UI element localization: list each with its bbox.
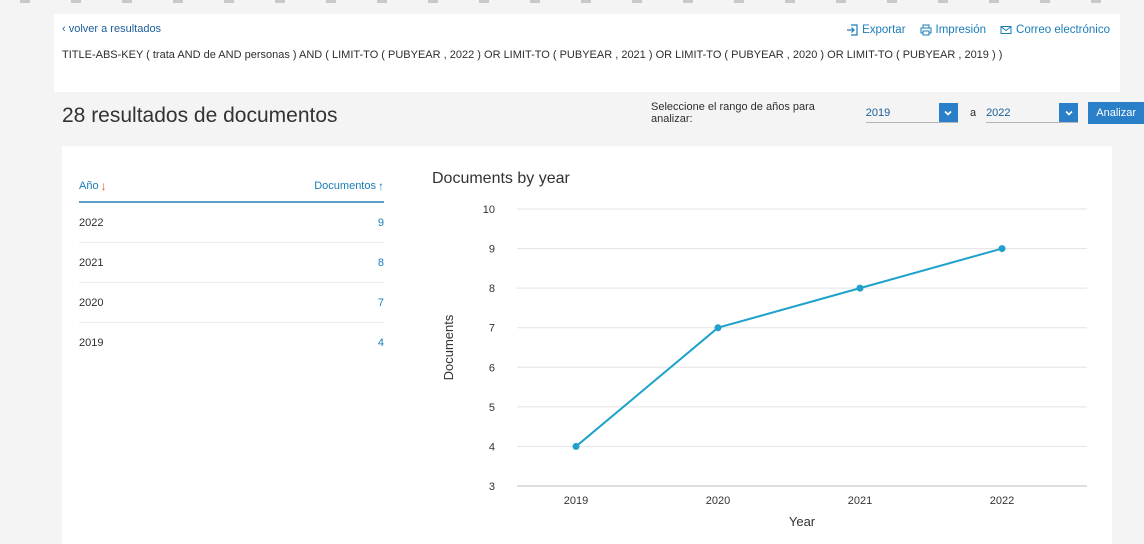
strip-fragment — [1040, 0, 1050, 3]
export-label: Exportar — [862, 24, 906, 36]
from-year-select[interactable]: 2019 — [865, 103, 958, 123]
documents-header-label: Documentos — [314, 179, 376, 192]
search-query-text: TITLE-ABS-KEY ( trata AND de AND persona… — [62, 49, 1003, 61]
back-to-results-link[interactable]: ‹ volver a resultados — [62, 23, 161, 35]
x-tick-label: 2021 — [848, 495, 872, 507]
toolbar-actions: Exportar Impresión Correo electrónico — [846, 24, 1110, 36]
top-strip — [0, 0, 1144, 4]
to-year-value: 2022 — [986, 106, 1011, 119]
email-button[interactable]: Correo electrónico — [1000, 24, 1110, 36]
sort-by-year-header[interactable]: Año ↓ — [79, 179, 107, 193]
table-row: 2021 8 — [79, 243, 384, 283]
count-link[interactable]: 8 — [377, 256, 384, 269]
print-button[interactable]: Impresión — [920, 24, 987, 36]
strip-fragment — [836, 0, 846, 3]
strip-fragment — [938, 0, 948, 3]
export-button[interactable]: Exportar — [846, 24, 906, 36]
strip-fragment — [683, 0, 693, 3]
chevron-down-icon — [938, 103, 958, 122]
count-link[interactable]: 4 — [377, 337, 384, 349]
strip-fragment — [326, 0, 336, 3]
y-tick-label: 6 — [489, 362, 495, 374]
count-link[interactable]: 7 — [377, 296, 384, 309]
y-tick-label: 8 — [489, 283, 495, 295]
y-tick-label: 10 — [483, 204, 495, 216]
strip-fragment — [173, 0, 183, 3]
email-label: Correo electrónico — [1016, 24, 1110, 36]
data-point — [856, 284, 864, 292]
x-tick-label: 2020 — [706, 495, 730, 507]
back-label: volver a resultados — [68, 23, 162, 35]
strip-fragment — [224, 0, 234, 3]
strip-fragment — [887, 0, 897, 3]
strip-fragment — [530, 0, 540, 3]
arrow-down-icon: ↓ — [100, 178, 107, 193]
strip-fragment — [428, 0, 438, 3]
table-row: 2022 9 — [79, 203, 384, 243]
from-year-value: 2019 — [865, 106, 891, 119]
printer-icon — [920, 24, 932, 36]
strip-fragment — [632, 0, 642, 3]
documents-by-year-table: Año ↓ Documentos ↑ 2022 9 2021 8 2020 7 20… — [79, 170, 384, 363]
data-point — [714, 324, 722, 332]
analyze-button[interactable]: Analizar — [1088, 102, 1144, 124]
sort-by-documents-header[interactable]: Documentos ↑ — [314, 179, 384, 193]
strip-fragment — [734, 0, 744, 3]
chevron-left-icon: ‹ — [62, 23, 69, 35]
y-tick-label: 5 — [489, 402, 495, 414]
table-row: 2020 7 — [79, 283, 384, 323]
strip-fragment — [479, 0, 489, 3]
y-tick-label: 9 — [489, 244, 495, 256]
documents-by-year-chart: 3 4 5 6 7 8 9 10 2019 2020 2021 2022 Year Documents — [441, 204, 1087, 529]
query-panel: ‹ volver a resultados Exportar Impresión… — [54, 14, 1120, 92]
envelope-icon — [1000, 26, 1012, 34]
y-tick-label: 7 — [489, 323, 495, 335]
year-cell: 2020 — [79, 296, 104, 309]
table-row: 2019 4 — [79, 323, 384, 363]
x-axis-title: Year — [789, 514, 816, 529]
print-label: Impresión — [935, 24, 987, 36]
count-link[interactable]: 9 — [377, 216, 384, 229]
strip-fragment — [275, 0, 285, 3]
year-range-selector: Seleccione el rango de años para analiza… — [651, 100, 1144, 126]
strip-fragment — [1091, 0, 1101, 3]
arrow-up-icon: ↑ — [378, 178, 384, 193]
data-point — [998, 245, 1006, 253]
strip-fragment — [377, 0, 387, 3]
year-cell: 2022 — [79, 216, 104, 229]
to-year-select[interactable]: 2022 — [986, 103, 1079, 123]
y-tick-label: 4 — [489, 441, 495, 453]
strip-fragment — [785, 0, 795, 3]
strip-fragment — [71, 0, 81, 3]
x-tick-label: 2019 — [564, 495, 588, 507]
table-header: Año ↓ Documentos ↑ — [79, 170, 384, 203]
year-cell: 2019 — [79, 337, 104, 349]
series-line — [575, 247, 1003, 448]
year-cell: 2021 — [79, 256, 104, 269]
y-axis-title: Documents — [441, 314, 456, 380]
data-point — [572, 442, 580, 450]
results-count-title: 28 resultados de documentos — [62, 104, 338, 127]
range-to-label: a — [969, 107, 977, 119]
analysis-card: Año ↓ Documentos ↑ 2022 9 2021 8 2020 7 20… — [62, 146, 1112, 544]
strip-fragment — [581, 0, 591, 3]
strip-fragment — [122, 0, 132, 3]
strip-fragment — [20, 0, 30, 3]
year-header-label: Año — [79, 179, 99, 192]
export-icon — [847, 24, 858, 36]
chevron-down-icon — [1059, 103, 1079, 122]
x-tick-label: 2022 — [990, 495, 1014, 507]
range-label: Seleccione el rango de años para analiza… — [651, 101, 815, 125]
strip-fragment — [989, 0, 999, 3]
y-tick-label: 3 — [489, 481, 495, 493]
chart-title: Documents by year — [432, 170, 570, 187]
